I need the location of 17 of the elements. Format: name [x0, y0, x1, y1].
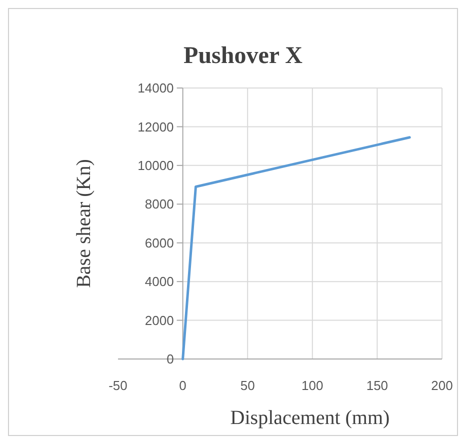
y-tick-label: 0: [166, 352, 174, 367]
x-axis-title: Displacement (mm): [230, 407, 390, 429]
x-tick-label: 200: [431, 378, 453, 393]
y-tick-label: 14000: [138, 80, 174, 96]
y-tick-label: 6000: [144, 235, 174, 250]
y-tick-label: 8000: [144, 196, 174, 212]
x-tick-label: 50: [240, 378, 255, 393]
chart-title: Pushover X: [184, 43, 304, 69]
y-tick-label: 2000: [144, 312, 174, 328]
x-tick-label: 100: [302, 378, 324, 393]
y-tick-label: 10000: [138, 158, 174, 173]
y-tick-label: 12000: [138, 119, 174, 134]
x-tick-label: 150: [366, 378, 388, 393]
x-tick-label: 0: [179, 378, 186, 393]
y-axis-title: Base shear (Kn): [73, 159, 95, 288]
x-tick-label: -50: [108, 378, 128, 393]
y-tick-label: 4000: [144, 274, 174, 290]
